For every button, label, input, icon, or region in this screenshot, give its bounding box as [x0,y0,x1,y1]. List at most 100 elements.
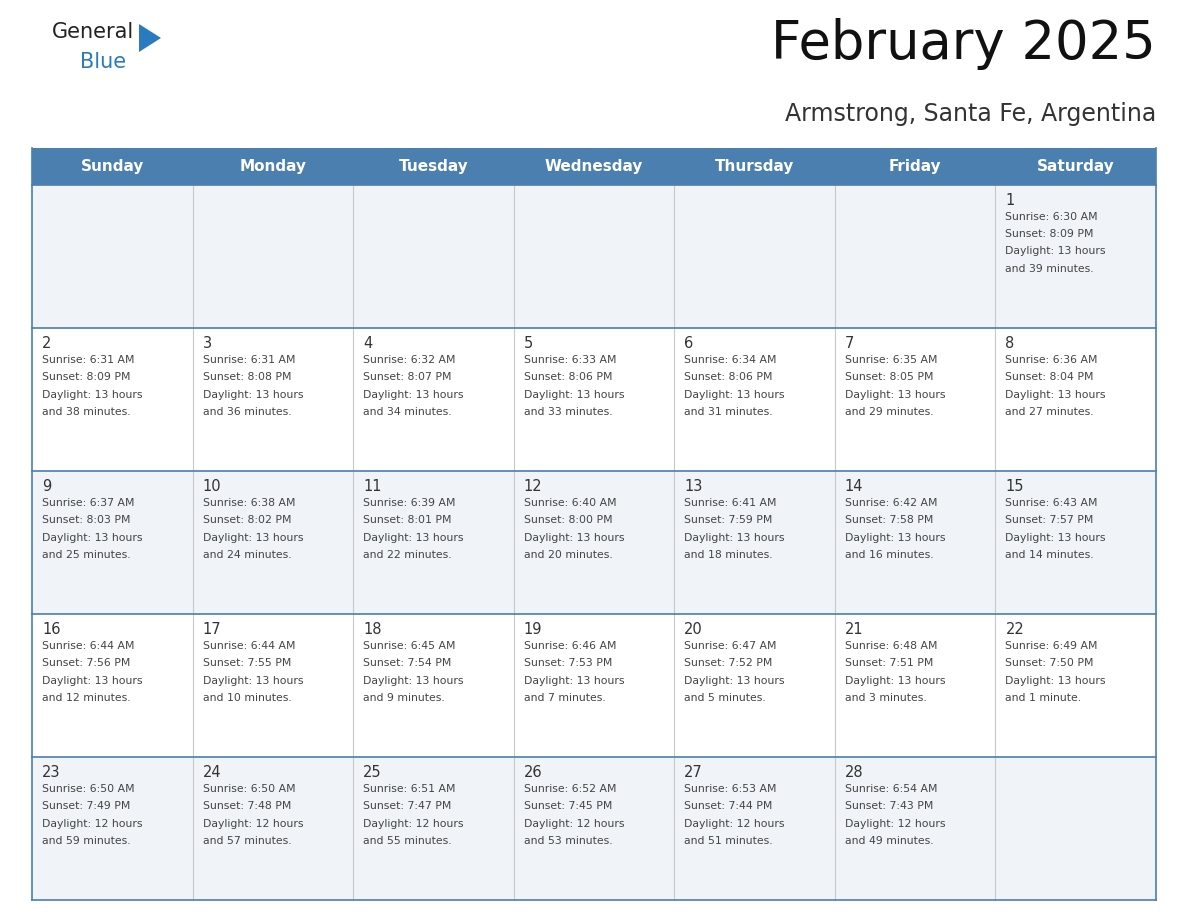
Text: 11: 11 [364,478,381,494]
Text: Sunrise: 6:34 AM: Sunrise: 6:34 AM [684,354,777,364]
Text: Sunrise: 6:53 AM: Sunrise: 6:53 AM [684,784,777,794]
Text: and 55 minutes.: and 55 minutes. [364,836,451,846]
Text: Sunset: 7:49 PM: Sunset: 7:49 PM [42,801,131,812]
Text: Daylight: 12 hours: Daylight: 12 hours [42,819,143,829]
Text: Daylight: 13 hours: Daylight: 13 hours [1005,676,1106,686]
Text: Sunrise: 6:40 AM: Sunrise: 6:40 AM [524,498,617,508]
Text: Thursday: Thursday [715,159,795,174]
Text: Daylight: 13 hours: Daylight: 13 hours [524,676,624,686]
Text: 27: 27 [684,765,703,780]
Text: Sunset: 8:05 PM: Sunset: 8:05 PM [845,372,934,382]
Text: Monday: Monday [239,159,307,174]
Text: Daylight: 13 hours: Daylight: 13 hours [524,389,624,399]
Text: Sunset: 7:58 PM: Sunset: 7:58 PM [845,515,934,525]
Text: 19: 19 [524,621,542,637]
Text: Daylight: 13 hours: Daylight: 13 hours [364,389,463,399]
Text: Sunset: 7:50 PM: Sunset: 7:50 PM [1005,658,1094,668]
Text: Sunset: 8:07 PM: Sunset: 8:07 PM [364,372,451,382]
Text: and 34 minutes.: and 34 minutes. [364,407,451,417]
Text: Sunset: 7:54 PM: Sunset: 7:54 PM [364,658,451,668]
Text: Daylight: 13 hours: Daylight: 13 hours [42,676,143,686]
Text: 2: 2 [42,336,51,351]
Text: and 53 minutes.: and 53 minutes. [524,836,612,846]
Text: and 10 minutes.: and 10 minutes. [203,693,291,703]
Text: Sunset: 8:09 PM: Sunset: 8:09 PM [1005,229,1094,239]
Text: Sunset: 7:51 PM: Sunset: 7:51 PM [845,658,934,668]
Text: Daylight: 13 hours: Daylight: 13 hours [203,389,303,399]
Bar [32,614,1156,757]
Text: General: General [52,22,134,42]
Text: and 27 minutes.: and 27 minutes. [1005,407,1094,417]
Text: Sunset: 8:02 PM: Sunset: 8:02 PM [203,515,291,525]
Text: Daylight: 13 hours: Daylight: 13 hours [684,389,785,399]
Text: 9: 9 [42,478,51,494]
Text: Sunrise: 6:36 AM: Sunrise: 6:36 AM [1005,354,1098,364]
Text: Daylight: 13 hours: Daylight: 13 hours [524,532,624,543]
Text: and 33 minutes.: and 33 minutes. [524,407,612,417]
Text: Daylight: 13 hours: Daylight: 13 hours [203,532,303,543]
Text: Sunset: 7:56 PM: Sunset: 7:56 PM [42,658,131,668]
Bar [32,148,1156,185]
Text: Blue: Blue [80,52,126,72]
Text: 4: 4 [364,336,372,351]
Text: Sunset: 8:09 PM: Sunset: 8:09 PM [42,372,131,382]
Text: Daylight: 13 hours: Daylight: 13 hours [42,532,143,543]
Text: and 24 minutes.: and 24 minutes. [203,550,291,560]
Text: Sunset: 7:47 PM: Sunset: 7:47 PM [364,801,451,812]
Text: Daylight: 13 hours: Daylight: 13 hours [364,676,463,686]
Text: Daylight: 13 hours: Daylight: 13 hours [203,676,303,686]
Text: 24: 24 [203,765,221,780]
Text: and 3 minutes.: and 3 minutes. [845,693,927,703]
Text: 15: 15 [1005,478,1024,494]
Bar [32,185,1156,328]
Text: 26: 26 [524,765,543,780]
Text: 1: 1 [1005,193,1015,207]
Text: and 9 minutes.: and 9 minutes. [364,693,444,703]
Text: Sunrise: 6:31 AM: Sunrise: 6:31 AM [42,354,134,364]
Text: Sunset: 8:04 PM: Sunset: 8:04 PM [1005,372,1094,382]
Text: 20: 20 [684,621,703,637]
Text: 14: 14 [845,478,864,494]
Text: and 59 minutes.: and 59 minutes. [42,836,131,846]
Text: Sunrise: 6:37 AM: Sunrise: 6:37 AM [42,498,134,508]
Text: Sunrise: 6:52 AM: Sunrise: 6:52 AM [524,784,617,794]
Text: 13: 13 [684,478,702,494]
Text: 21: 21 [845,621,864,637]
Text: Sunrise: 6:50 AM: Sunrise: 6:50 AM [203,784,295,794]
Text: Sunrise: 6:44 AM: Sunrise: 6:44 AM [203,641,295,651]
Text: Daylight: 12 hours: Daylight: 12 hours [684,819,785,829]
Text: 17: 17 [203,621,221,637]
Text: Daylight: 13 hours: Daylight: 13 hours [684,676,785,686]
Text: Sunset: 7:44 PM: Sunset: 7:44 PM [684,801,772,812]
Text: Sunrise: 6:54 AM: Sunrise: 6:54 AM [845,784,937,794]
Text: Sunrise: 6:50 AM: Sunrise: 6:50 AM [42,784,134,794]
Text: Sunset: 8:01 PM: Sunset: 8:01 PM [364,515,451,525]
Text: and 39 minutes.: and 39 minutes. [1005,264,1094,274]
Text: Sunrise: 6:32 AM: Sunrise: 6:32 AM [364,354,456,364]
Text: Saturday: Saturday [1037,159,1114,174]
Text: and 36 minutes.: and 36 minutes. [203,407,291,417]
Text: Sunset: 7:45 PM: Sunset: 7:45 PM [524,801,612,812]
Text: 5: 5 [524,336,533,351]
Bar [32,328,1156,471]
Text: 10: 10 [203,478,221,494]
Text: Sunset: 8:06 PM: Sunset: 8:06 PM [524,372,612,382]
Text: 8: 8 [1005,336,1015,351]
Text: and 14 minutes.: and 14 minutes. [1005,550,1094,560]
Text: 23: 23 [42,765,61,780]
Text: Sunrise: 6:49 AM: Sunrise: 6:49 AM [1005,641,1098,651]
Bar [32,471,1156,614]
Text: Daylight: 12 hours: Daylight: 12 hours [364,819,463,829]
Text: Sunday: Sunday [81,159,144,174]
Text: and 16 minutes.: and 16 minutes. [845,550,934,560]
Text: Sunrise: 6:30 AM: Sunrise: 6:30 AM [1005,211,1098,221]
Text: and 5 minutes.: and 5 minutes. [684,693,766,703]
Text: Daylight: 13 hours: Daylight: 13 hours [364,532,463,543]
Text: Sunset: 8:06 PM: Sunset: 8:06 PM [684,372,772,382]
Text: Sunrise: 6:47 AM: Sunrise: 6:47 AM [684,641,777,651]
Text: 6: 6 [684,336,694,351]
Text: Wednesday: Wednesday [545,159,643,174]
Text: and 51 minutes.: and 51 minutes. [684,836,773,846]
Text: Sunrise: 6:42 AM: Sunrise: 6:42 AM [845,498,937,508]
Text: Sunrise: 6:44 AM: Sunrise: 6:44 AM [42,641,134,651]
